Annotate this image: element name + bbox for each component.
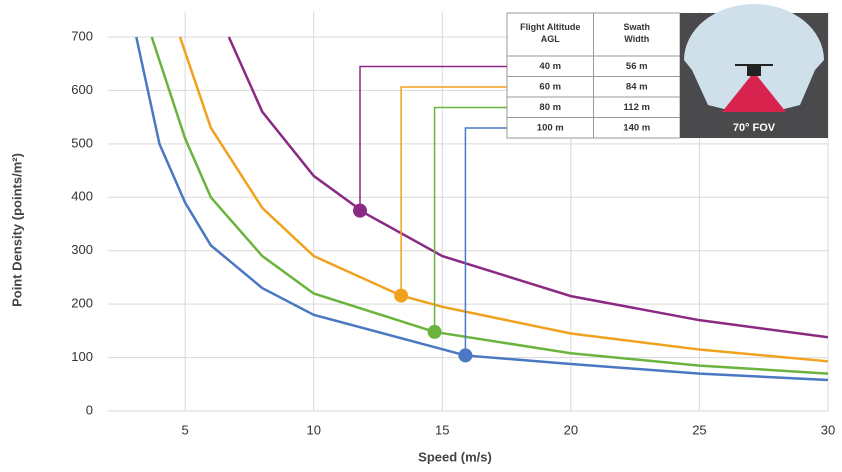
drone <box>747 66 761 76</box>
fov-panel: 70° FOV <box>680 4 828 138</box>
y-tick-label: 500 <box>71 135 93 150</box>
y-tick-label: 200 <box>71 296 93 311</box>
x-tick-label: 20 <box>564 422 578 437</box>
y-tick-label: 400 <box>71 189 93 204</box>
connector <box>464 127 507 356</box>
highlight-point <box>394 288 409 303</box>
highlight-point <box>353 203 367 218</box>
connector <box>433 106 507 332</box>
y-tick-label: 600 <box>71 82 93 97</box>
highlight-point <box>427 324 442 339</box>
table-cell: 112 m <box>624 102 650 113</box>
highlight-point <box>458 348 473 363</box>
y-axis-title: Point Density (points/m²) <box>9 153 24 307</box>
x-tick-label: 5 <box>182 422 189 437</box>
fov-sky <box>684 4 824 110</box>
connector <box>359 65 507 211</box>
y-tick-label: 100 <box>71 349 93 364</box>
table-cell: 84 m <box>626 82 648 93</box>
table-cell: 56 m <box>626 61 648 72</box>
y-tick-label: 300 <box>71 242 93 257</box>
table-cell: 40 m <box>539 61 561 72</box>
x-tick-label: 30 <box>821 422 835 437</box>
x-axis-title: Speed (m/s) <box>418 449 492 464</box>
fov-beam <box>722 72 786 112</box>
y-tick-label: 0 <box>86 402 93 417</box>
x-tick-label: 15 <box>435 422 449 437</box>
table-cell: 80 m <box>539 102 561 113</box>
connector <box>400 86 507 296</box>
fov-caption: 70° FOV <box>733 122 776 134</box>
table-header: Swath Width <box>623 22 650 44</box>
table-cell: 60 m <box>539 82 561 93</box>
series-line <box>135 36 829 382</box>
x-tick-label: 10 <box>306 422 320 437</box>
series-line <box>150 36 829 375</box>
series-line <box>227 36 829 339</box>
table-header: Flight Altitude AGL <box>520 22 580 44</box>
table-cell: 140 m <box>623 123 650 134</box>
x-tick-label: 25 <box>692 422 706 437</box>
y-tick-label: 700 <box>71 28 93 43</box>
table-cell: 100 m <box>537 123 564 134</box>
